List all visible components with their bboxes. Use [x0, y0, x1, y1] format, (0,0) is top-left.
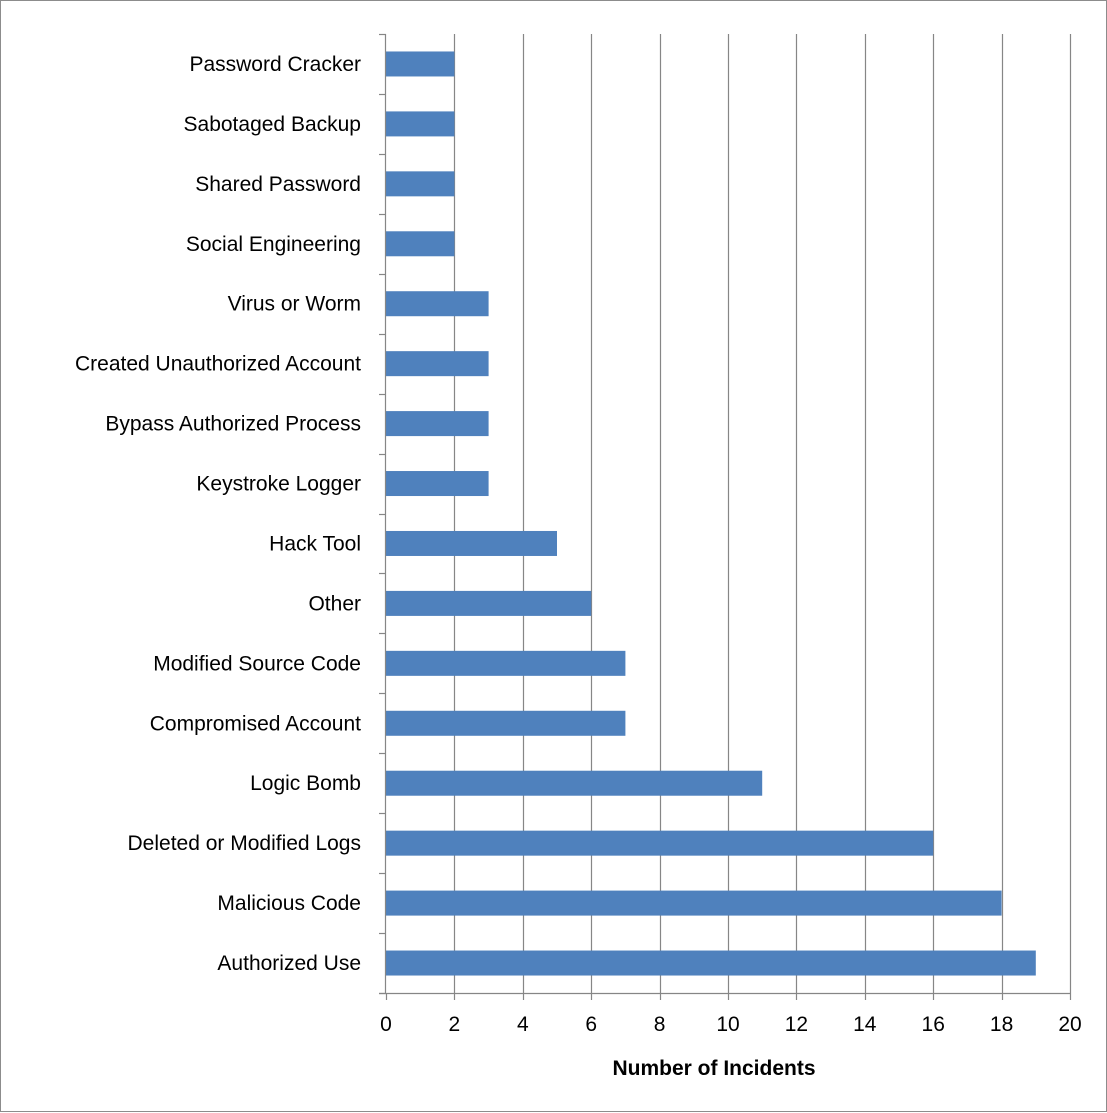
- category-label: Shared Password: [195, 173, 361, 196]
- category-label: Created Unauthorized Account: [75, 353, 361, 376]
- bar-bypass-authorized-process: [386, 411, 489, 437]
- category-label: Sabotaged Backup: [184, 113, 361, 136]
- x-tick-label: 20: [1058, 1013, 1081, 1036]
- category-label: Virus or Worm: [228, 293, 361, 316]
- bar-keystroke-logger: [386, 471, 489, 497]
- x-tick-label: 4: [517, 1013, 529, 1036]
- bar-other: [386, 590, 592, 616]
- x-tick-label: 12: [785, 1013, 808, 1036]
- category-label: Keystroke Logger: [196, 473, 361, 496]
- x-axis-title: Number of Incidents: [612, 1057, 815, 1080]
- x-tick-label: 18: [990, 1013, 1013, 1036]
- bar-logic-bomb: [386, 770, 763, 796]
- bar-password-cracker: [386, 51, 455, 77]
- bar-hack-tool: [386, 530, 557, 556]
- bar-shared-password: [386, 171, 455, 197]
- bar-created-unauthorized-account: [386, 351, 489, 377]
- category-label: Password Cracker: [189, 53, 361, 76]
- category-label: Hack Tool: [269, 532, 361, 555]
- x-tick-label: 16: [922, 1013, 945, 1036]
- x-tick-label: 8: [654, 1013, 666, 1036]
- bar-virus-or-worm: [386, 291, 489, 317]
- category-labels: Password Cracker Sabotaged Backup Shared P…: [75, 53, 361, 975]
- category-label: Logic Bomb: [250, 772, 361, 795]
- bar-social-engineering: [386, 231, 455, 257]
- category-label: Malicious Code: [217, 892, 361, 915]
- bar-authorized-use: [386, 950, 1036, 976]
- x-tick-label: 14: [853, 1013, 877, 1036]
- category-label: Other: [308, 592, 361, 615]
- category-label: Deleted or Modified Logs: [128, 832, 361, 855]
- axes: [379, 33, 1072, 1000]
- bar-sabotaged-backup: [386, 111, 455, 137]
- gridlines: [453, 34, 1072, 993]
- category-label: Compromised Account: [150, 712, 361, 735]
- x-tick-label: 2: [449, 1013, 461, 1036]
- category-label: Modified Source Code: [153, 652, 361, 675]
- bar-malicious-code: [386, 890, 1002, 916]
- x-tick-labels: 0 2 4 6 8 10 12 14 16 18 20: [380, 1013, 1082, 1036]
- x-tick-label: 0: [380, 1013, 392, 1036]
- bars: [386, 51, 1036, 976]
- category-label: Social Engineering: [186, 233, 361, 256]
- x-tick-label: 10: [716, 1013, 739, 1036]
- bar-compromised-account: [386, 710, 626, 736]
- bar-deleted-or-modified-logs: [386, 830, 934, 856]
- x-tick-label: 6: [585, 1013, 597, 1036]
- bar-modified-source-code: [386, 650, 626, 676]
- category-label: Authorized Use: [217, 952, 361, 975]
- category-label: Bypass Authorized Process: [105, 413, 361, 436]
